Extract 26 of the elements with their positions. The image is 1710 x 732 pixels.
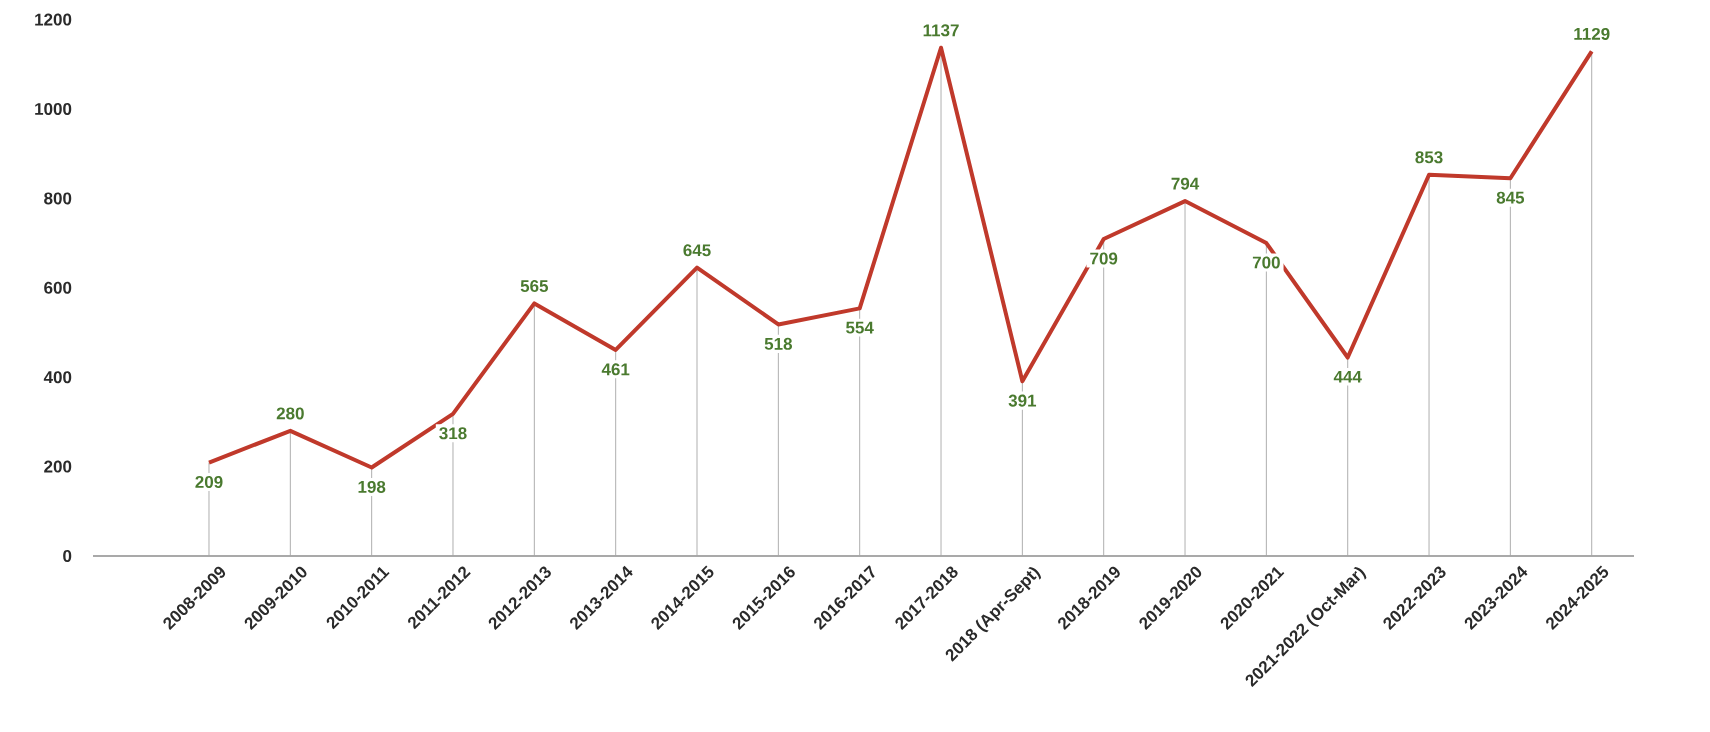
y-tick-label: 400 [43,371,72,384]
data-label: 1137 [923,24,959,37]
data-label: 518 [764,337,793,350]
data-label: 461 [601,363,630,376]
line-series [207,45,1594,470]
data-label: 853 [1415,151,1443,164]
y-tick-label: 600 [44,281,72,294]
data-label: 1129 [1574,27,1610,40]
data-label: 280 [276,407,304,420]
y-tick-label: 1000 [35,102,72,115]
y-tick-label: 200 [44,460,72,473]
data-label: 645 [683,244,711,257]
data-label: 198 [358,480,386,493]
data-label: 444 [1333,370,1362,383]
y-tick-label: 1200 [35,13,72,26]
data-label: 554 [846,321,874,334]
data-label: 318 [439,427,467,440]
data-label: 209 [195,475,223,488]
data-label: 565 [520,280,549,293]
data-label: 709 [1090,252,1118,265]
y-tick-label: 0 [63,549,72,562]
data-label: 391 [1008,394,1037,407]
data-label: 845 [1496,191,1525,204]
data-label: 794 [1171,177,1200,190]
data-label: 700 [1252,256,1280,269]
y-tick-label: 800 [44,192,72,205]
